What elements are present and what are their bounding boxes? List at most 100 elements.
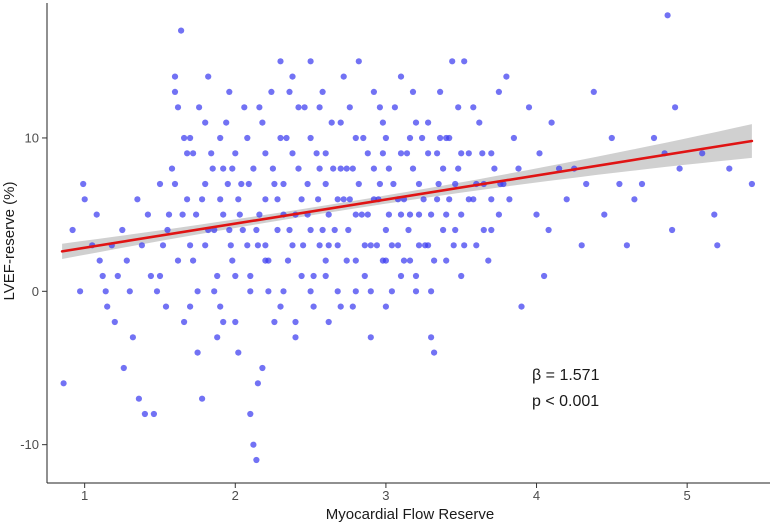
x-tick-label: 1 [81,488,88,503]
data-point [202,180,209,188]
data-point [334,242,341,249]
data-point [488,196,495,203]
data-point [367,334,374,341]
data-point [232,318,239,326]
data-point [277,134,284,142]
data-point [325,318,332,326]
data-point [352,257,359,264]
data-point [388,242,395,249]
data-point [227,242,234,249]
data-point [194,288,201,295]
data-point [319,226,326,234]
data-point [181,134,188,142]
data-point [367,288,374,295]
data-point [465,150,472,157]
data-point [81,196,88,203]
data-point [289,73,296,80]
data-point [271,318,278,326]
data-point [217,134,224,142]
data-point [419,134,426,142]
data-point [337,165,344,172]
data-point [334,196,341,203]
data-point [304,180,311,188]
data-point [220,318,227,326]
data-point [533,211,540,218]
data-point [120,364,127,372]
data-point [205,73,212,80]
data-point [165,211,173,218]
data-point [262,257,269,264]
data-point [355,58,362,65]
data-point [711,211,718,218]
data-point [226,226,233,234]
data-point [217,196,224,203]
data-point [171,180,179,188]
data-point [126,288,133,295]
data-point [431,349,438,356]
data-point [455,104,462,111]
data-point [495,88,502,95]
data-point [415,242,423,249]
data-point [440,226,447,234]
data-point [437,88,444,95]
data-point [476,119,483,126]
data-point [536,150,543,157]
data-point [495,211,502,218]
data-point [156,272,164,280]
data-point [352,211,359,218]
data-point [434,150,441,157]
data-point [461,58,468,65]
data-point [111,318,118,326]
data-point [382,226,389,234]
data-point [262,196,269,203]
data-point [265,288,272,295]
data-point [440,165,447,172]
data-point [446,196,453,203]
data-point [428,288,435,295]
data-point [168,165,176,172]
data-point [345,226,352,234]
data-point [129,334,136,341]
data-point [238,180,245,188]
data-point [346,196,353,203]
data-point [220,165,227,172]
data-point [298,196,305,203]
data-point [187,242,194,249]
data-point [316,165,323,172]
data-point [420,196,427,203]
data-point [349,303,356,310]
data-point [119,226,126,234]
data-point [190,150,197,157]
data-point [699,150,706,157]
data-point [153,288,161,295]
data-point [144,211,151,218]
data-point [437,134,444,142]
data-point [241,104,248,111]
data-point [229,165,236,172]
y-axis-title: LVEF-reserve (%) [1,182,18,301]
data-point [179,211,186,218]
data-point [385,211,392,218]
data-point [277,303,284,310]
data-point [355,180,362,188]
data-point [295,104,302,111]
data-point [123,257,130,264]
data-point [382,257,389,264]
data-point [548,119,555,126]
data-point [250,441,257,448]
fit-line-layer [60,139,754,253]
data-point [229,257,236,264]
data-point [664,12,671,19]
data-point [379,150,386,157]
data-point [194,349,201,356]
data-point [370,88,377,95]
data-point [171,88,179,95]
data-point [244,242,251,249]
data-point [397,73,405,80]
data-point [390,180,397,188]
data-point [254,380,261,387]
data-point [208,150,215,157]
confidence-band-layer [62,124,752,259]
data-point [274,226,281,234]
